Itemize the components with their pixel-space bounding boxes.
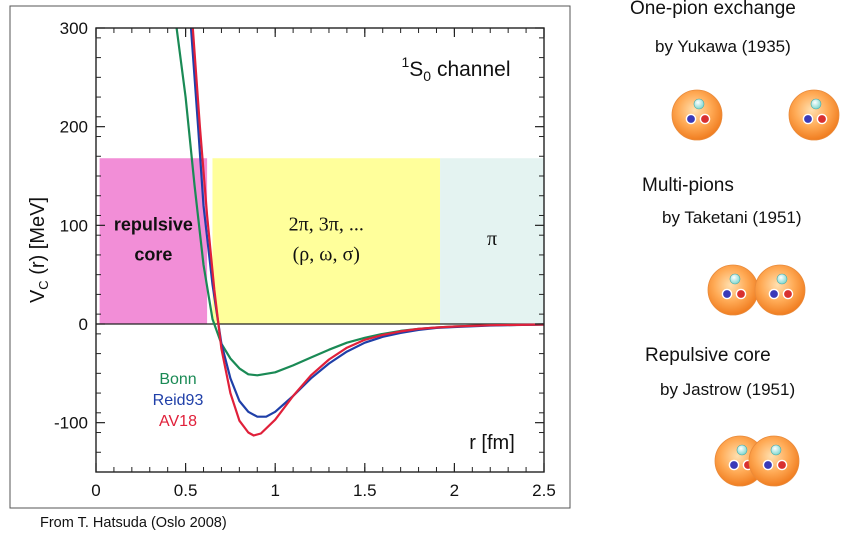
x-axis-label: r [fm]: [469, 432, 515, 454]
y-tick-label: 100: [60, 216, 88, 235]
x-tick-label: 1.5: [353, 481, 377, 500]
series-line-av18: [191, 28, 544, 437]
region-2: [440, 158, 544, 324]
y-tick-label: 200: [60, 118, 88, 137]
nucleon-touching-0: [707, 264, 759, 316]
x-tick-label: 1: [270, 481, 279, 500]
region-label-0-1: core: [134, 244, 172, 264]
section-title-repulsive-core: Repulsive core: [645, 345, 771, 366]
section-title-multi-pions: Multi-pions: [642, 175, 734, 196]
section-title-one-pion: One-pion exchange: [630, 0, 796, 19]
legend-entry-reid93: Reid93: [153, 392, 204, 409]
x-tick-label: 2: [450, 481, 459, 500]
region-label-0-0: repulsive: [114, 214, 193, 234]
x-tick-label: 0: [91, 481, 100, 500]
region-1: [212, 158, 441, 324]
section-subtitle-repulsive-core: by Jastrow (1951): [660, 380, 796, 399]
section-subtitle-one-pion: by Yukawa (1935): [655, 37, 791, 56]
region-label-1-1: (ρ, ω, σ): [293, 243, 360, 265]
plot-area-border: [95, 27, 545, 473]
source-note: From T. Hatsuda (Oslo 2008): [40, 515, 227, 531]
legend-entry-av18: AV18: [159, 413, 197, 430]
y-tick-label: 0: [79, 315, 88, 334]
nucleon-separate-0: [671, 89, 723, 141]
legend-entry-bonn: Bonn: [159, 371, 196, 388]
section-subtitle-multi-pions: by Taketani (1951): [662, 208, 802, 227]
nucleon-touching-1: [754, 264, 806, 316]
channel-label: 1S0 channel: [401, 54, 510, 84]
region-0: [99, 158, 208, 324]
x-tick-label: 2.5: [532, 481, 556, 500]
y-tick-label: -100: [54, 414, 88, 433]
region-label-1-0: 2π, 3π, ...: [289, 213, 364, 235]
y-tick-label: 300: [60, 19, 88, 38]
nucleon-overlapping-1: [748, 435, 800, 487]
y-axis-label: VC (r) [MeV]: [27, 197, 51, 303]
nucleon-separate-1: [788, 89, 840, 141]
x-tick-label: 0.5: [174, 481, 198, 500]
region-label-2-0: π: [487, 228, 497, 250]
